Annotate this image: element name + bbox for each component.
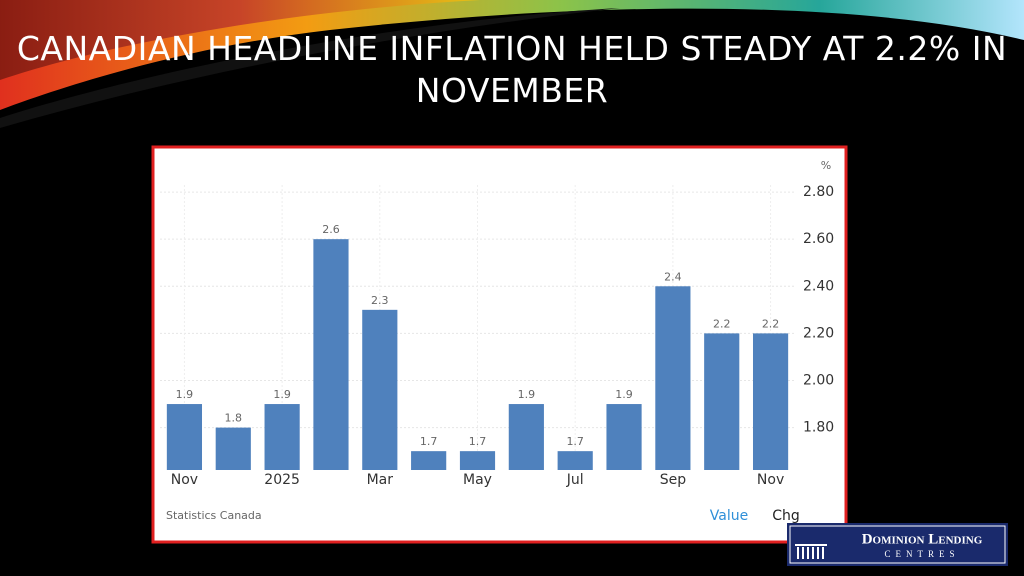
x-tick-label: Jul bbox=[566, 472, 584, 488]
bar bbox=[362, 309, 398, 470]
bar bbox=[557, 451, 593, 470]
unit-label: % bbox=[821, 159, 831, 172]
x-tick-label: Nov bbox=[171, 472, 198, 488]
value-label: 2.2 bbox=[713, 317, 731, 330]
tab[interactable]: Chg bbox=[772, 508, 800, 524]
logo-sub: CENTRES bbox=[884, 549, 959, 559]
x-tick-label: Sep bbox=[660, 472, 687, 488]
value-label: 1.9 bbox=[615, 388, 633, 401]
value-label: 2.3 bbox=[371, 294, 389, 307]
bar bbox=[215, 427, 251, 470]
bar bbox=[655, 286, 691, 470]
source: Statistics Canada bbox=[166, 509, 262, 522]
slide-title: CANADIAN HEADLINE INFLATION HELD STEADY … bbox=[16, 29, 1008, 110]
y-tick-label: 2.20 bbox=[803, 325, 834, 341]
value-label: 1.9 bbox=[176, 388, 194, 401]
bar bbox=[264, 404, 300, 470]
bar bbox=[313, 239, 349, 470]
bar bbox=[606, 404, 642, 470]
bar bbox=[704, 333, 740, 470]
bar bbox=[166, 404, 203, 470]
bar bbox=[752, 333, 789, 470]
y-tick-label: 2.60 bbox=[803, 231, 834, 247]
value-label: 2.4 bbox=[664, 270, 682, 283]
x-tick-label: 2025 bbox=[264, 472, 300, 488]
y-tick-label: 2.40 bbox=[803, 278, 834, 294]
decor-swoosh bbox=[0, 0, 480, 80]
logo-border bbox=[789, 525, 1006, 564]
bar bbox=[411, 451, 447, 470]
tab[interactable]: Value bbox=[710, 508, 748, 524]
value-label: 2.2 bbox=[762, 317, 780, 330]
bar bbox=[459, 451, 496, 470]
y-tick-label: 2.00 bbox=[803, 372, 834, 388]
logo: Dominion Lending CENTRES bbox=[787, 523, 1008, 566]
value-label: 1.7 bbox=[566, 435, 584, 448]
value-label: 1.7 bbox=[469, 435, 487, 448]
bar bbox=[508, 404, 544, 470]
logo-name: Dominion Lending bbox=[862, 531, 983, 547]
y-tick-label: 1.80 bbox=[803, 420, 834, 436]
value-label: 1.9 bbox=[273, 388, 291, 401]
y-tick-label: 2.80 bbox=[803, 184, 834, 200]
value-label: 2.6 bbox=[322, 223, 340, 236]
x-tick-label: Nov bbox=[757, 472, 784, 488]
logo-icon bbox=[795, 544, 827, 559]
decor-swoosh bbox=[0, 0, 1024, 110]
x-tick-label: May bbox=[463, 472, 492, 488]
value-label: 1.8 bbox=[225, 412, 243, 425]
value-label: 1.9 bbox=[518, 388, 536, 401]
x-tick-label: Mar bbox=[367, 472, 394, 488]
chart-frame bbox=[151, 145, 848, 544]
value-label: 1.7 bbox=[420, 435, 438, 448]
